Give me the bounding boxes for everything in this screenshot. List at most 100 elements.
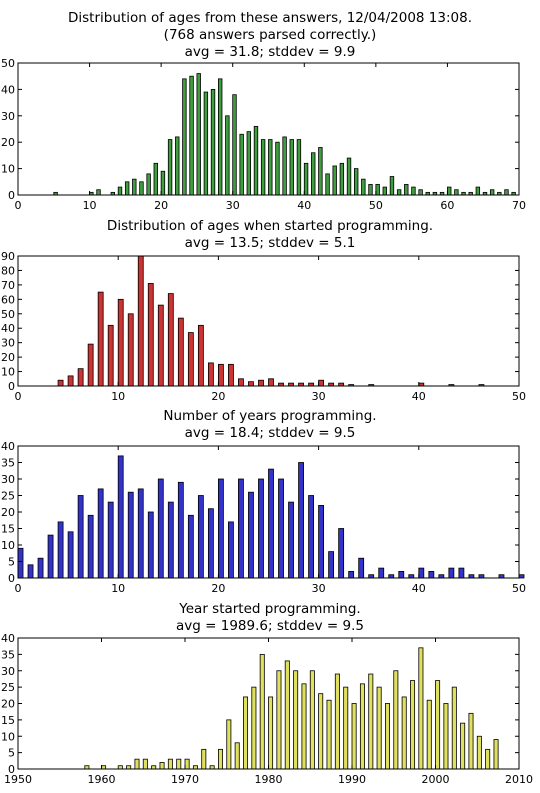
chart-ages-bar: [346, 157, 352, 196]
chart-start-age-ytick-label: 20: [1, 351, 15, 364]
chart-years-xtick-label: 10: [111, 582, 125, 595]
chart-years-bar: [107, 501, 114, 579]
chart-year-started-xtick-label: 1990: [338, 773, 366, 786]
chart-year-started-bar: [159, 762, 165, 770]
chart-years-bar: [418, 567, 425, 579]
chart-ages-subtitle: (768 answers parsed correctly.): [164, 27, 377, 43]
chart-years-bar: [197, 495, 204, 579]
chart-ages: Distribution of ages from these answers,…: [1, 10, 526, 212]
chart-start-age-xtick-label: 20: [211, 390, 225, 403]
chart-year-started-xtick-label: 1950: [4, 773, 32, 786]
chart-year-started-bar: [142, 758, 148, 770]
chart-start-age-bar: [147, 283, 154, 387]
chart-years-bar: [338, 528, 345, 579]
chart-ages-ytick-label: 50: [1, 57, 15, 70]
chart-ages-bar: [232, 94, 237, 196]
chart-ages-bar: [203, 91, 209, 196]
chart-ages-bar: [296, 139, 302, 196]
chart-year-started-bar: [334, 673, 340, 770]
chart-ages-bar: [396, 189, 402, 196]
chart-year-started-bar: [217, 748, 223, 770]
chart-ages-bar: [418, 189, 423, 196]
chart-years-bar: [228, 521, 234, 579]
chart-ages-bar: [210, 89, 216, 196]
chart-years-bar: [248, 491, 254, 579]
chart-ages-bar: [447, 186, 452, 196]
chart-years-bar: [258, 478, 264, 579]
chart-year-started-bar: [401, 696, 407, 770]
chart-start-age-bar: [217, 363, 224, 387]
chart-year-started-bar: [460, 722, 466, 770]
chart-ages-bar: [153, 162, 158, 196]
chart-ages-bar: [139, 181, 144, 196]
chart-years-bar: [57, 521, 64, 579]
chart-ages-bar: [325, 173, 330, 196]
chart-start-age-bar: [167, 293, 174, 387]
chart-year-started-bar: [410, 680, 416, 770]
chart-years-stats: avg = 18.4; stddev = 9.5: [185, 425, 356, 441]
chart-years-ytick-label: 35: [1, 457, 15, 470]
chart-year-started-ytick-label: 10: [1, 730, 15, 743]
chart-year-started-bar: [426, 699, 432, 770]
chart-ages-bar: [175, 136, 180, 196]
chart-ages-bar: [332, 165, 337, 196]
chart-years-bar: [378, 567, 385, 579]
chart-start-age: Distribution of ages when started progra…: [1, 218, 526, 403]
chart-start-age-ytick-label: 80: [1, 264, 15, 277]
chart-start-age-bar: [87, 343, 94, 387]
chart-ages-bar: [117, 186, 123, 196]
chart-years-bar: [308, 495, 314, 579]
chart-start-age-ytick-label: 70: [1, 279, 15, 292]
chart-ages-bar: [167, 139, 173, 196]
chart-years-bar: [238, 478, 244, 579]
chart-year-started-plot: 1950 1960 1970 1980 1990 2000 2010 0 5 10 15 20 25 30…: [1, 632, 533, 786]
chart-ages-bar: [182, 78, 187, 196]
chart-ages-xtick-label: 50: [369, 199, 383, 212]
chart-start-age-ytick-label: 10: [1, 366, 15, 379]
chart-ages-xtick-label: 70: [512, 199, 526, 212]
chart-start-age-bar: [157, 304, 164, 387]
chart-ages-bar: [303, 162, 309, 196]
chart-ages-bar: [311, 152, 316, 196]
chart-years-bar: [167, 501, 174, 579]
chart-year-started-ytick-label: 40: [1, 632, 15, 645]
chart-ages-ytick-label: 30: [1, 110, 15, 123]
chart-years-ytick-label: 5: [8, 556, 15, 569]
chart-year-started-bar: [201, 748, 207, 770]
chart-ages-bar: [382, 186, 387, 196]
chart-start-age-bar: [238, 378, 244, 387]
chart-years-bar: [398, 571, 405, 579]
chart-years-bar: [27, 564, 34, 579]
chart-start-age-ytick-label: 90: [1, 250, 15, 263]
chart-ages-bar: [124, 181, 130, 196]
chart-start-age-bar: [248, 381, 254, 387]
chart-year-started-xtick-label: 1970: [171, 773, 199, 786]
chart-start-age-bar: [197, 324, 204, 387]
chart-ages-bar: [489, 189, 495, 196]
chart-year-started-bar: [301, 683, 307, 770]
chart-year-started-bar: [351, 703, 357, 770]
chart-ages-bar: [275, 141, 280, 196]
chart-year-started-bar: [234, 742, 240, 770]
chart-years-xtick-label: 40: [412, 582, 426, 595]
chart-years-bar: [77, 495, 84, 579]
chart-ages-xtick-label: 60: [440, 199, 454, 212]
chart-ages-bar: [454, 189, 459, 196]
chart-start-age-bar: [187, 332, 194, 387]
chart-years-bar: [137, 488, 144, 579]
chart-years-bar: [147, 511, 154, 579]
chart-start-age-bar: [137, 255, 144, 387]
chart-year-started-bar: [167, 758, 173, 770]
chart-ages-bar: [253, 125, 259, 196]
chart-years-xtick-label: 50: [512, 582, 526, 595]
chart-year-started-xtick-label: 1960: [88, 773, 116, 786]
chart-year-started-bar: [368, 673, 374, 770]
chart-years-bar: [207, 508, 214, 579]
chart-years-xtick-label: 0: [15, 582, 22, 595]
chart-start-age-bar: [177, 317, 184, 387]
chart-start-age-bar: [268, 378, 274, 387]
chart-ages-bar: [318, 147, 323, 196]
chart-year-started-stats: avg = 1989.6; stddev = 9.5: [176, 618, 364, 634]
chart-start-age-xtick-label: 0: [15, 390, 22, 403]
